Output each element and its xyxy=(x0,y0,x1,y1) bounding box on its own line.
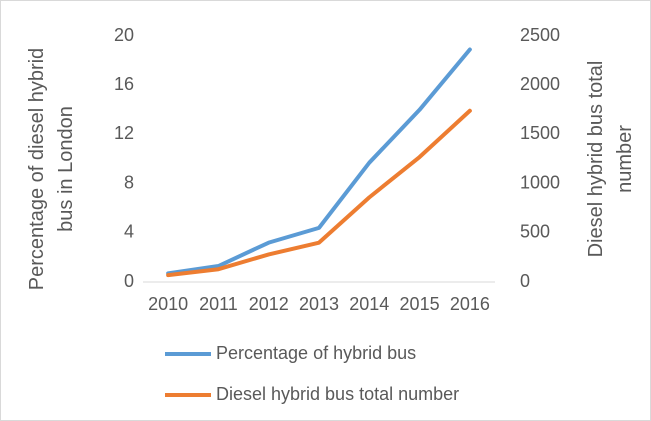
series-line xyxy=(166,108,472,278)
x-tick-label: 2015 xyxy=(400,294,440,314)
x-tick-label: 2014 xyxy=(349,294,389,314)
y-tick-label: 16 xyxy=(114,74,134,94)
x-tick-label: 2012 xyxy=(249,294,289,314)
x-tick-label: 2011 xyxy=(199,294,238,314)
y2-axis-label: Diesel hybrid bus total number xyxy=(585,60,636,258)
y2-tick-label: 500 xyxy=(520,222,550,242)
y2-tick-label: 0 xyxy=(520,271,530,291)
x-tick-label: 2013 xyxy=(299,294,339,314)
series-line xyxy=(166,47,472,276)
y2-tick-label: 1000 xyxy=(520,172,560,192)
x-tick-label: 2016 xyxy=(450,294,490,314)
y2-tick-label: 1500 xyxy=(520,123,560,143)
y-tick-label: 20 xyxy=(114,25,134,45)
y-tick-label: 12 xyxy=(114,123,134,143)
y-tick-label: 0 xyxy=(124,271,134,291)
y-tick-label: 8 xyxy=(124,172,134,192)
y-axis-label: Percentage of diesel hybrid bus in Londo… xyxy=(26,47,77,291)
legend-label: Percentage of hybrid bus xyxy=(216,343,416,363)
x-tick-label: 2010 xyxy=(148,294,188,314)
y-tick-label: 4 xyxy=(124,222,134,242)
legend-label: Diesel hybrid bus total number xyxy=(216,384,459,404)
y2-tick-label: 2000 xyxy=(520,74,560,94)
y2-tick-label: 2500 xyxy=(520,25,560,45)
